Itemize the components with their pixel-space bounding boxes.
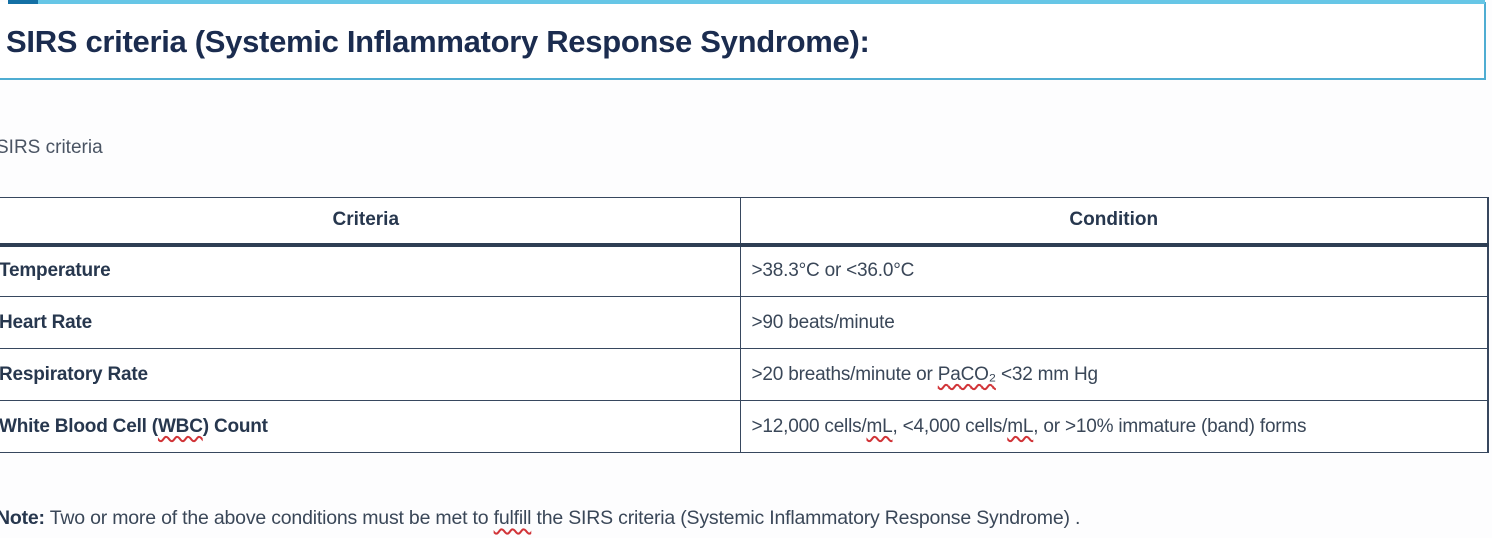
criteria-text: Respiratory Rate	[0, 363, 148, 385]
note-label: Note:	[0, 507, 45, 529]
table-row: Respiratory Rate >20 breaths/minute or P…	[0, 348, 1489, 401]
top-accent-light-bar	[38, 0, 1485, 4]
note-part: the SIRS criteria (Systemic Inflammatory…	[531, 507, 1081, 529]
misspelled-word: fulfill	[493, 507, 532, 529]
condition-text: >12,000 cells/	[751, 415, 867, 437]
misspelled-word: PaCO₂	[937, 363, 996, 385]
criteria-cell: White Blood Cell (WBC) Count	[0, 400, 741, 453]
criteria-cell: Respiratory Rate	[0, 348, 741, 401]
condition-text: >20 breaths/minute or	[751, 363, 938, 385]
table-header-row: Criteria Condition	[0, 197, 1489, 247]
condition-text: , <4,000 cells/	[892, 415, 1008, 437]
criteria-cell: Heart Rate	[0, 296, 741, 349]
note-part: Two or more of the above conditions must…	[44, 507, 494, 529]
top-accent-dark-bar	[8, 0, 38, 4]
criteria-text: ) Count	[202, 415, 268, 437]
misspelled-word: mL	[1007, 415, 1034, 437]
table-row: Temperature >38.3°C or <36.0°C	[0, 244, 1489, 297]
table-header-criteria: Criteria	[0, 197, 741, 247]
condition-cell: >20 breaths/minute or PaCO₂ <32 mm Hg	[740, 348, 1489, 401]
condition-cell: >38.3°C or <36.0°C	[740, 244, 1489, 297]
condition-text: , or >10% immature (band) forms	[1033, 415, 1307, 437]
misspelled-word: mL	[866, 415, 893, 437]
sirs-criteria-table: Criteria Condition Temperature >38.3°C o…	[0, 197, 1489, 453]
page-title: SIRS criteria (Systemic Inflammatory Res…	[6, 24, 870, 59]
section-label: SIRS criteria	[0, 137, 103, 158]
title-box: SIRS criteria (Systemic Inflammatory Res…	[0, 2, 1486, 80]
criteria-text: Temperature	[0, 260, 111, 282]
criteria-text: White Blood Cell (	[0, 415, 158, 437]
note-text: Note: Two or more of the above condition…	[0, 507, 1080, 530]
condition-cell: >12,000 cells/mL, <4,000 cells/mL, or >1…	[740, 400, 1489, 453]
condition-text: <32 mm Hg	[995, 363, 1098, 385]
misspelled-word: WBC	[157, 415, 203, 437]
table-header-condition: Condition	[740, 197, 1489, 247]
criteria-text: Heart Rate	[0, 311, 93, 333]
condition-cell: >90 beats/minute	[740, 296, 1489, 349]
table-row: Heart Rate >90 beats/minute	[0, 296, 1489, 349]
condition-text: >90 beats/minute	[751, 311, 895, 333]
table-row: White Blood Cell (WBC) Count >12,000 cel…	[0, 400, 1489, 453]
criteria-cell: Temperature	[0, 244, 741, 297]
condition-text: >38.3°C or <36.0°C	[751, 260, 915, 282]
